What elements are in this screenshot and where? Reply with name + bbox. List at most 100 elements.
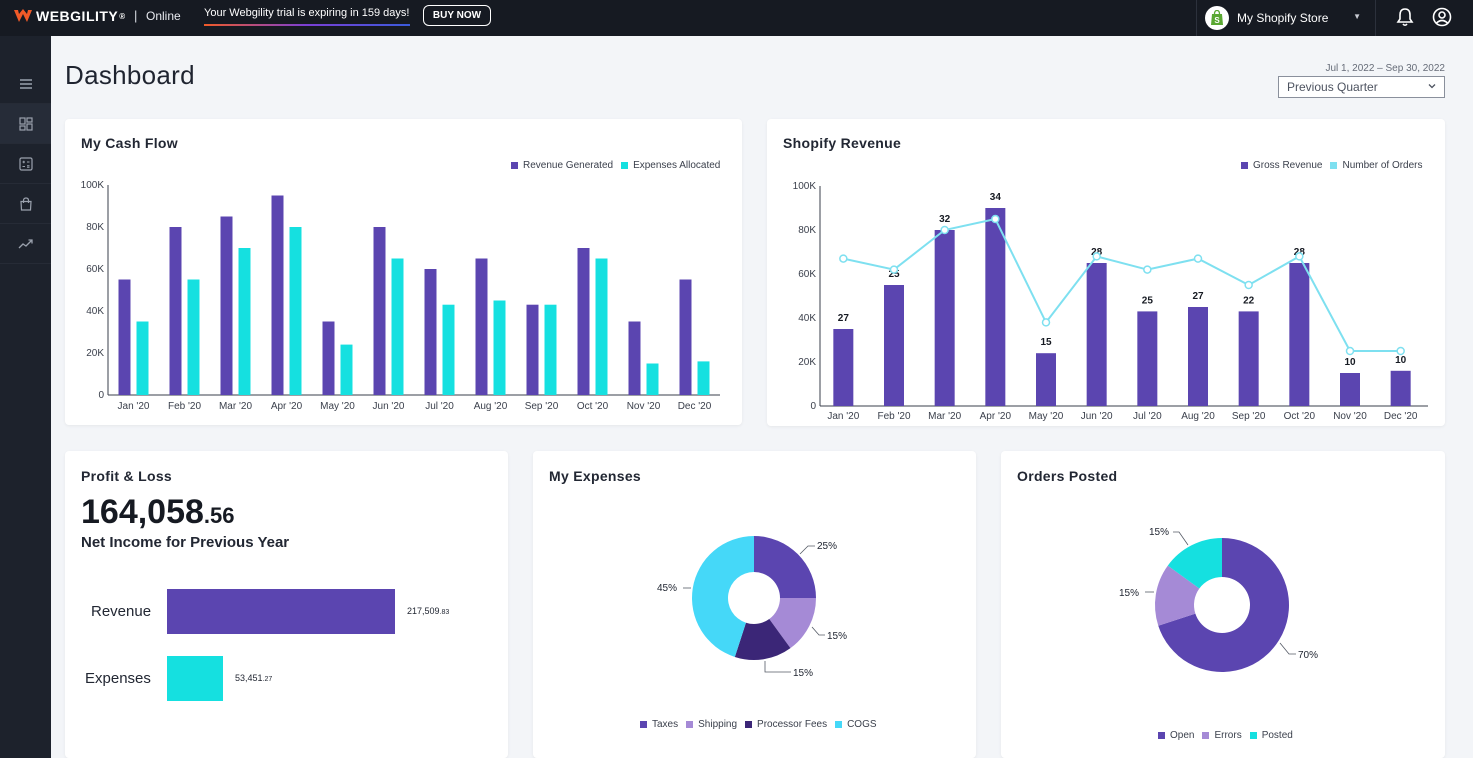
legend-swatch-expenses [621,162,629,169]
y-tick-label: 40K [86,306,104,317]
x-tick-label: Feb '20 [877,411,910,422]
calculator-icon [18,156,33,171]
y-tick-label: 60K [798,269,816,280]
shopify-revenue-card: Shopify Revenue Gross Revenue Number of … [767,119,1445,426]
x-tick-label: May '20 [320,401,355,412]
expenses-amount-main: 53,451 [235,673,263,683]
legend-swatch-revenue [511,162,518,169]
trial-notice: Your Webgility trial is expiring in 159 … [204,7,410,19]
bar-expenses-allocated [391,258,404,395]
sidebar-item-accounting[interactable] [0,144,51,184]
y-tick-label: 0 [98,390,104,401]
orders-posted-card: Orders Posted 70% 15% 15% Open Errors Post… [1001,451,1445,758]
bell-icon[interactable] [1396,7,1414,27]
slice-value-label: 15% [1149,527,1169,538]
slice-errors [1155,565,1200,626]
profit-loss-card: Profit & Loss 164,058.56 Net Income for … [65,451,508,758]
legend-label-shipping: Shipping [698,719,738,730]
slice-value-label: 25% [817,541,837,552]
legend-swatch-posted [1249,732,1257,739]
sidebar-menu-toggle[interactable] [0,64,51,104]
legend-label-errors: Errors [1214,730,1242,741]
sidebar-item-dashboard[interactable] [0,104,51,144]
orders-point [1092,252,1101,261]
x-tick-label: Apr '20 [271,401,303,412]
expenses-amount-cents: .27 [262,676,273,683]
bar-data-label: 22 [1243,295,1255,306]
slice-value-label: 15% [827,631,847,642]
sidebar [0,36,51,758]
webgility-logo-icon [14,9,32,22]
slice-leader-line [1279,642,1296,655]
orders-point [1193,254,1203,263]
bar-expenses-allocated [697,361,710,395]
bar-revenue-generated [424,269,437,395]
bar-gross-revenue [1137,311,1158,406]
dashboard-icon [18,116,33,131]
bar-data-label: 27 [1192,291,1204,302]
orders-posted-legend: Open Errors Posted [1158,730,1301,741]
buy-now-button[interactable]: BUY NOW [423,5,491,26]
orders-point [1396,346,1405,356]
bar-gross-revenue [1238,311,1259,406]
x-tick-label: May '20 [1029,411,1064,422]
store-selector[interactable]: S My Shopify Store ▼ [1196,0,1376,36]
x-tick-label: Jul '20 [425,401,454,412]
orders-point [889,265,899,274]
slice-shipping [769,598,816,649]
my-expenses-title: My Expenses [549,468,642,484]
bar-data-label: 10 [1344,357,1356,368]
bar-gross-revenue [833,329,854,406]
bar-data-label: 32 [939,214,951,225]
bar-revenue-generated [220,216,233,395]
store-name: My Shopify Store [1237,11,1329,25]
trend-icon [18,238,33,248]
bar-gross-revenue [1390,370,1411,406]
x-tick-label: Mar '20 [928,411,961,422]
x-tick-label: Nov '20 [627,401,661,412]
period-select[interactable]: Previous Quarter [1278,76,1445,98]
bar-data-label: 25 [888,269,900,280]
slice-value-label: 15% [1119,588,1139,599]
shopify-icon: S [1205,6,1229,30]
bar-expenses-allocated [289,227,302,395]
x-tick-label: Sep '20 [525,401,559,412]
sidebar-item-orders[interactable] [0,184,51,224]
bar-revenue-generated [373,227,386,395]
revenue-amount-main: 217,509 [407,606,440,616]
shopify-revenue-legend: Gross Revenue Number of Orders [1241,160,1431,171]
bar-revenue-generated [475,258,488,395]
chevron-down-icon [1428,84,1436,89]
webgility-logo[interactable]: WEBGILITY ® [14,8,126,24]
brand-name: WEBGILITY [36,8,119,24]
legend-swatch-processor-fees [745,721,753,728]
menu-icon [19,78,32,89]
bar-gross-revenue [934,230,955,406]
legend-swatch-shipping [686,721,694,728]
slice-leader-line [799,545,815,555]
sidebar-item-analytics[interactable] [0,224,51,264]
slice-leader-line [811,626,825,636]
my-expenses-card: My Expenses 25% 15% 15% 45% Taxes Shipping … [533,451,976,758]
brand-separator: | [134,8,138,23]
x-tick-label: Aug '20 [474,401,508,412]
x-tick-label: Jun '20 [373,401,405,412]
x-tick-label: Jul '20 [1133,411,1162,422]
bar-gross-revenue [1340,373,1360,406]
user-account-icon[interactable] [1432,7,1452,27]
bar-expenses-allocated [595,258,608,395]
legend-label-open: Open [1170,730,1195,741]
net-income-value: 164,058.56 [81,493,235,532]
orders-point [991,214,1000,224]
period-select-value: Previous Quarter [1287,80,1378,94]
y-tick-label: 100K [793,181,817,192]
bar-expenses-allocated [646,363,659,395]
bar-gross-revenue [1289,263,1310,406]
bar-gross-revenue [884,285,904,406]
bar-expenses-allocated [442,304,455,395]
x-tick-label: Dec '20 [678,401,712,412]
slice-processor-fees [734,619,791,660]
bar-revenue-generated [526,304,539,395]
cash-flow-legend: Revenue Generated Expenses Allocated [511,160,728,171]
bar-expenses-allocated [544,304,557,395]
